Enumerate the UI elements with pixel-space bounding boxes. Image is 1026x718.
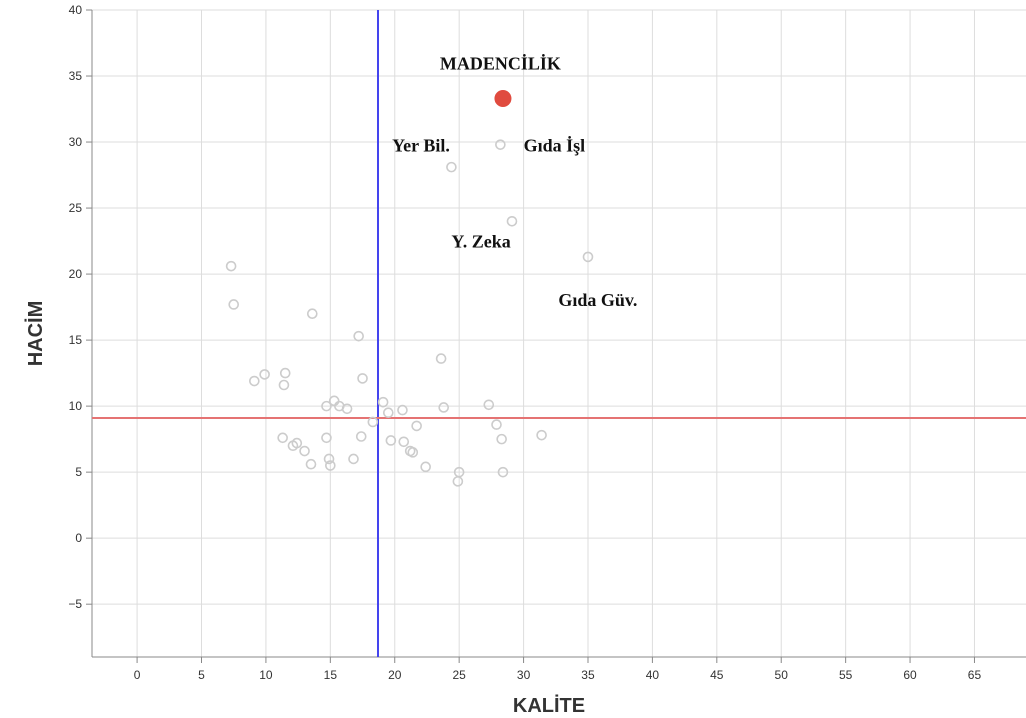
data-point (435, 353, 447, 364)
y-tick-label: 5 (75, 465, 82, 479)
axes: 0 5 10 15 20 25 30 35 40 45 50 55 60 6540353025201510… (68, 3, 1026, 682)
data-point (497, 466, 509, 478)
data-point (496, 433, 507, 445)
data-point (582, 251, 594, 263)
data-point (383, 407, 394, 419)
annotation-label: Y. Zeka (451, 232, 510, 252)
data-point (306, 308, 318, 319)
data-point (305, 458, 317, 470)
annotation-label: Gıda İşl (524, 135, 586, 155)
y-tick-label: 10 (69, 399, 83, 413)
data-point (407, 447, 419, 458)
data-point (291, 437, 303, 449)
data-point (355, 431, 367, 442)
data-point (277, 432, 288, 444)
y-tick-label: 30 (69, 135, 83, 149)
x-tick-label: 30 (517, 668, 531, 682)
x-tick-label: 25 (452, 668, 466, 682)
data-point (446, 161, 457, 173)
grid (92, 9, 1026, 657)
x-tick-label: 55 (839, 668, 853, 682)
data-point (321, 432, 332, 444)
data-point (357, 373, 368, 384)
x-tick-label: 45 (710, 668, 724, 682)
data-point (367, 416, 379, 428)
data-point (385, 435, 397, 446)
data-point (495, 139, 506, 150)
x-tick-label: 50 (775, 668, 789, 682)
data-points (225, 89, 594, 487)
x-tick-label: 35 (581, 668, 595, 682)
data-point (438, 402, 449, 413)
data-point (321, 400, 332, 412)
data-point (536, 429, 547, 441)
data-point (348, 453, 359, 465)
x-tick-label: 20 (388, 668, 402, 682)
data-point (325, 460, 336, 471)
x-tick-label: 65 (968, 668, 982, 682)
data-point (377, 396, 389, 408)
x-tick-label: 60 (903, 668, 917, 682)
x-tick-label: 40 (646, 668, 660, 682)
data-point (506, 215, 518, 227)
x-tick-label: 10 (259, 668, 273, 682)
x-axis-label: KALİTE (513, 694, 585, 717)
data-point (278, 379, 290, 391)
y-tick-label: −5 (68, 597, 82, 611)
y-tick-label: 25 (69, 201, 83, 215)
y-tick-label: 0 (75, 531, 82, 545)
y-tick-label: 40 (69, 3, 83, 17)
data-point (225, 260, 237, 272)
data-point (228, 299, 240, 310)
data-point (398, 436, 410, 448)
reference-lines (92, 10, 1026, 657)
y-axis-label: HACİM (24, 301, 47, 367)
data-point (328, 395, 340, 407)
highlight-point (494, 89, 512, 107)
data-point (353, 330, 364, 342)
data-point (249, 375, 260, 387)
data-point (341, 403, 353, 415)
data-point (411, 420, 422, 432)
annotations: MADENCİLİK Yer Bil. Gıda İşl Y. Zeka Gıda Gü… (392, 53, 637, 309)
data-point (491, 419, 502, 430)
x-tick-label: 0 (134, 668, 141, 682)
y-tick-label: 15 (69, 333, 83, 347)
annotation-label: MADENCİLİK (440, 53, 561, 73)
annotation-label: Yer Bil. (392, 135, 450, 155)
y-tick-label: 35 (69, 69, 83, 83)
data-point (299, 445, 310, 457)
data-point (483, 399, 495, 411)
x-tick-label: 15 (324, 668, 338, 682)
data-point (259, 369, 270, 380)
annotation-label: Gıda Güv. (558, 290, 637, 310)
x-tick-label: 5 (198, 668, 205, 682)
data-point (420, 461, 431, 473)
data-point (323, 453, 335, 465)
data-point (452, 476, 464, 487)
data-point (397, 404, 408, 416)
data-point (279, 367, 291, 379)
y-tick-label: 20 (69, 267, 83, 281)
